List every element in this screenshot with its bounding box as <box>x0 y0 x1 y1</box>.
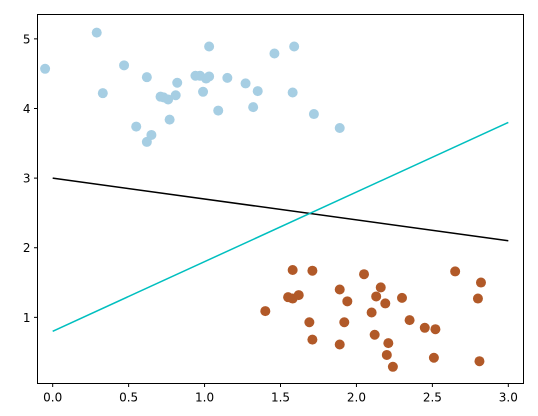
scatter-point <box>287 87 298 98</box>
x-tick-label: 2.5 <box>423 391 442 405</box>
x-tick-label: 1.5 <box>271 391 290 405</box>
scatter-point <box>289 41 300 52</box>
scatter-point <box>164 114 175 125</box>
y-tick-label: 4 <box>23 102 31 116</box>
y-tick-label: 5 <box>23 32 31 46</box>
scatter-point <box>342 296 353 307</box>
x-tick-label: 1.0 <box>195 391 214 405</box>
scatter-point <box>131 121 142 132</box>
x-tick-label: 0.5 <box>119 391 138 405</box>
scatter-point <box>204 71 215 82</box>
scatter-point <box>91 27 102 38</box>
plot-frame <box>37 14 524 384</box>
scatter-point <box>308 109 319 120</box>
line-series <box>52 121 509 332</box>
scatter-point <box>198 86 209 97</box>
y-tick-label: 1 <box>23 311 31 325</box>
scatter-point <box>141 72 152 83</box>
scatter-point <box>369 329 380 340</box>
scatter-point <box>304 317 315 328</box>
plot-marks <box>40 27 486 372</box>
scatter-point <box>419 322 430 333</box>
plot-lines <box>52 121 509 332</box>
scatter-point <box>387 361 398 372</box>
line-series <box>52 177 509 242</box>
scatter-point <box>383 338 394 349</box>
scatter-point <box>371 291 382 302</box>
y-tick-label: 2 <box>23 241 31 255</box>
scatter-point <box>163 94 174 105</box>
scatter-point <box>146 129 157 140</box>
scatter-point <box>240 78 251 89</box>
scatter-point <box>252 86 263 97</box>
scatter-point <box>339 317 350 328</box>
scatter-point <box>475 277 486 288</box>
scatter-point <box>334 122 345 133</box>
scatter-point <box>172 77 183 88</box>
scatter-point <box>334 339 345 350</box>
x-tick-label: 0.0 <box>43 391 62 405</box>
scatter-point <box>430 324 441 335</box>
scatter-point <box>213 105 224 116</box>
scatter-point <box>293 290 304 301</box>
scatter-point <box>307 265 318 276</box>
scatter-point <box>40 63 51 74</box>
scatter-point <box>366 307 377 318</box>
scatter-point <box>204 41 215 52</box>
scatter-point <box>260 306 271 317</box>
x-tick-label: 3.0 <box>499 391 518 405</box>
scatter-point <box>222 72 233 83</box>
scatter-point <box>472 293 483 304</box>
scatter-point <box>287 265 298 276</box>
scatter-point <box>334 284 345 295</box>
x-tick-label: 2.0 <box>347 391 366 405</box>
scatter-point <box>359 269 370 280</box>
scatter-point <box>380 298 391 309</box>
x-axis: 0.0 0.5 1.0 1.5 2.0 2.5 3.0 <box>43 383 518 405</box>
scatter-point <box>397 292 407 303</box>
scatter-point <box>404 315 415 326</box>
scatter-point <box>428 352 439 363</box>
scatter-point <box>269 48 280 59</box>
scatter-point <box>474 356 485 367</box>
y-tick-label: 3 <box>23 172 31 186</box>
scatter-point <box>97 88 108 99</box>
scatter-point <box>248 102 259 113</box>
scatter-point <box>170 90 181 101</box>
scatter-point <box>375 282 386 293</box>
scatter-point <box>119 60 130 71</box>
y-axis: 1 2 3 4 5 <box>23 32 38 325</box>
scatter-point <box>307 334 318 345</box>
scatter-point <box>381 349 392 360</box>
scatter-point <box>450 266 461 277</box>
